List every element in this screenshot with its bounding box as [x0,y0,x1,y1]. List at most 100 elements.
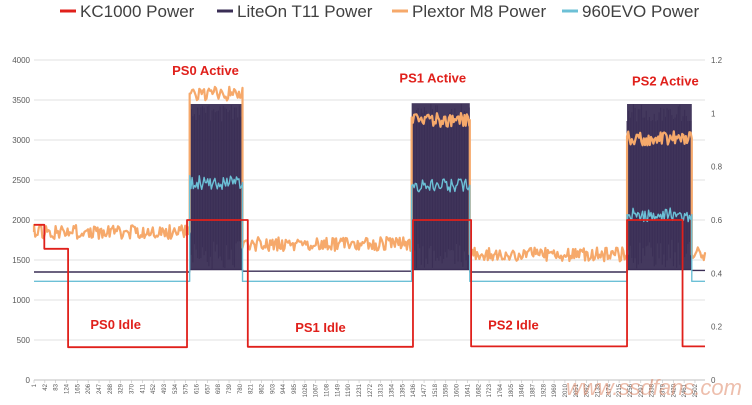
x-tick-label: 2338 [650,383,656,397]
x-tick-label: 903 [270,383,276,394]
y-left-tick: 2000 [12,216,30,225]
x-tick-label: 1272 [368,383,374,397]
x-axis: 1 42 83 124 165 206 247 288 329 370 411 452 493 534 57… [32,379,705,397]
x-tick-label: 1108 [325,383,331,397]
x-tick-label: 2379 [660,383,666,397]
legend: KC1000 Power LiteOn T11 Power Plextor M8 P… [60,2,700,21]
x-tick-label: 985 [292,383,298,394]
series-line-2 [34,175,705,283]
x-tick-label: 1846 [520,383,526,397]
x-tick-label: 1764 [498,383,504,397]
x-tick-label: 370 [130,383,136,394]
x-tick-label: 124 [65,383,71,394]
x-tick-label: 1559 [444,383,450,397]
gridlines [34,59,705,381]
y-axis-right: 0 0.2 0.4 0.6 0.8 1 1.2 [711,56,723,385]
x-tick-label: 1395 [400,383,406,397]
y-right-tick: 1 [711,109,716,118]
y-right-tick: 0 [711,376,716,385]
y-left-tick: 1000 [12,296,30,305]
x-tick-label: 83 [54,383,60,390]
series-layer [32,85,707,349]
x-tick-label: 1231 [357,383,363,397]
watermark: www.ssdfans.com [566,375,742,400]
x-tick-label: 2010 [563,383,569,397]
x-tick-label: 2174 [606,383,612,397]
x-tick-label: 2092 [585,383,591,397]
x-tick-label: 780 [238,383,244,394]
x-tick-label: 1313 [379,383,385,397]
x-tick-label: 2133 [595,383,601,397]
x-tick-label: 2461 [682,383,688,397]
y-left-tick: 500 [17,336,31,345]
x-tick-label: 247 [97,383,103,394]
y-left-tick: 4000 [12,56,30,65]
series-line-0 [34,268,705,273]
legend-label-2: Plextor M8 Power [412,2,546,21]
series-3 [34,219,705,349]
x-tick-label: 2420 [671,383,677,397]
annotations: PS0 Active PS1 Active PS2 Active PS0 Idle PS… [90,63,698,335]
x-tick-label: 411 [140,383,146,393]
x-tick-label: 1354 [390,383,396,397]
x-tick-label: 2215 [617,383,623,397]
y-right-tick: 1.2 [711,56,723,65]
annotation-2: PS2 Active [632,74,699,89]
legend-label-3: 960EVO Power [582,2,700,21]
x-tick-label: 1682 [476,383,482,397]
x-tick-label: 2256 [628,383,634,397]
annotation-3: PS0 Idle [90,317,141,332]
x-tick-label: 1067 [314,383,320,397]
x-tick-label: 534 [173,383,179,394]
x-tick-label: 493 [162,383,168,394]
y-left-tick: 3500 [12,96,30,105]
x-tick-label: 657 [205,383,211,394]
series-1 [32,85,707,263]
x-tick-label: 165 [75,383,81,394]
x-tick-label: 1149 [335,383,341,397]
x-tick-label: 1600 [455,383,461,397]
x-tick-label: 42 [43,383,49,390]
x-tick-label: 1436 [411,383,417,397]
x-tick-label: 944 [281,383,287,394]
y-left-tick: 3000 [12,136,30,145]
x-tick-label: 1190 [346,383,352,397]
x-tick-label: 1723 [487,383,493,397]
x-tick-label: 1477 [422,383,428,397]
annotation-1: PS1 Active [399,70,466,85]
x-tick-label: 206 [86,383,92,394]
y-left-tick: 1500 [12,256,30,265]
x-tick-label: 862 [260,383,266,394]
y-right-tick: 0.2 [711,323,723,332]
y-right-tick: 0.6 [711,216,723,225]
series-line-3 [34,219,705,349]
x-tick-label: 616 [195,383,201,394]
y-left-tick: 0 [26,376,31,385]
x-tick-label: 1805 [509,383,515,397]
y-right-tick: 0.4 [711,269,723,278]
x-tick-label: 2297 [639,383,645,397]
annotation-5: PS2 Idle [488,318,539,333]
series-line-1 [32,85,707,263]
x-tick-label: 1887 [530,383,536,397]
x-tick-label: 2502 [693,383,699,397]
x-tick-label: 698 [216,383,222,394]
x-tick-label: 1641 [465,383,471,397]
x-tick-label: 452 [151,383,157,394]
x-tick-label: 1026 [303,383,309,397]
series-2 [34,175,705,283]
x-tick-label: 1928 [541,383,547,397]
annotation-4: PS1 Idle [295,320,346,335]
x-tick-label: 329 [119,383,125,394]
x-tick-label: 1969 [552,383,558,397]
x-tick-label: 739 [227,383,233,394]
x-tick-label: 288 [108,383,114,394]
x-tick-label: 1 [32,383,38,387]
annotation-0: PS0 Active [172,63,239,78]
y-left-tick: 2500 [12,176,30,185]
x-tick-label: 821 [249,383,255,394]
x-tick-label: 1518 [433,383,439,397]
legend-label-0: KC1000 Power [80,2,195,21]
x-tick-label: 2051 [574,383,580,397]
